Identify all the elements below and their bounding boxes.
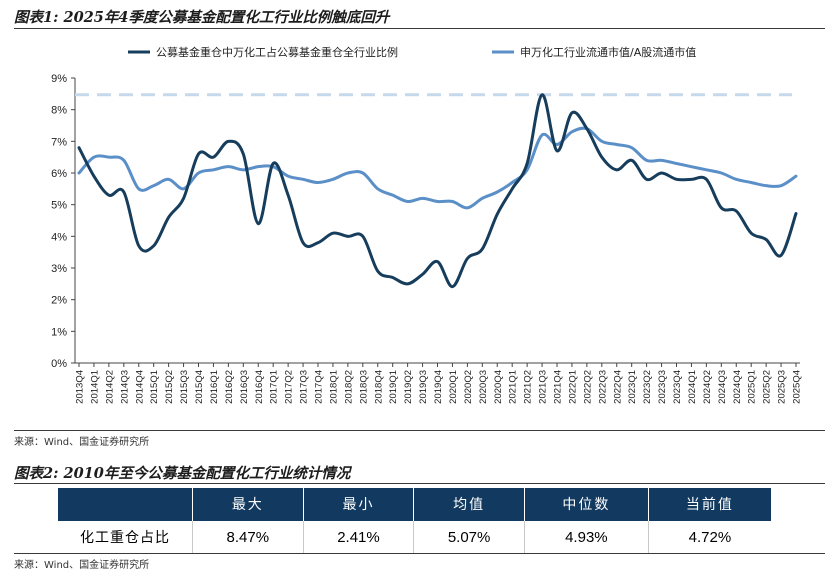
x-tick-label: 2019Q1 [388,370,399,404]
y-tick-label: 7% [51,136,67,148]
x-tick-label: 2020Q4 [493,370,504,404]
stats-header-cell: 最小 [302,488,414,521]
stats-current-value: 4.72% [647,520,771,554]
y-tick-label: 9% [51,73,67,85]
x-tick-label: 2018Q2 [343,370,354,404]
x-tick-label: 2024Q2 [702,370,713,404]
x-tick-label: 2017Q3 [299,370,310,404]
x-tick-label: 2022Q1 [567,370,578,404]
line-chart: 公募基金重仓中万化工占公募基金重仓全行业比例 申万化工行业流通市值/A股流通市值 … [51,45,802,404]
x-tick-label: 2019Q3 [418,370,429,404]
chart-legend: 公募基金重仓中万化工占公募基金重仓全行业比例 申万化工行业流通市值/A股流通市值 [128,45,696,59]
figure2-source-rule [14,553,825,554]
chart-axes: 0% 1% 2% 3% 4% 5% 6% 7% 8% 9% 2013Q4 2014Q1 2014Q2 20… [51,73,802,404]
stats-row-label: 化工重仓占比 [58,520,193,554]
x-tick-label: 2023Q1 [627,370,638,404]
legend-label: 申万化工行业流通市值/A股流通市值 [520,45,696,59]
series-market-cap-line [77,126,798,210]
x-tick-label: 2025Q4 [792,370,803,404]
figure1-source: 来源：Wind、国金证券研究所 [14,437,150,448]
figure2-title-rule [14,483,825,484]
x-tick-label: 2023Q4 [672,370,683,404]
x-tick-label: 2015Q3 [179,370,190,404]
x-tick-label: 2021Q2 [523,370,534,404]
x-tick-label: 2023Q2 [642,370,653,404]
y-tick-label: 1% [51,326,67,338]
x-tick-label: 2016Q2 [224,370,235,404]
x-tick-label: 2021Q1 [508,370,519,404]
stats-table: 最大 最小 均值 中位数 当前值 化工重仓占比 8.47% 2.41% 5.07… [58,488,771,554]
series-heavy-weight-line [77,93,798,289]
figure1-title: 图表1: 2025年4季度公募基金配置化工行业比例触底回升 [14,9,390,26]
stats-median-value: 4.93% [523,520,649,554]
stats-header-cell: 中位数 [523,488,649,521]
x-tick-label: 2015Q1 [149,370,160,404]
x-tick-label: 2017Q2 [284,370,295,404]
legend-label: 公募基金重仓中万化工占公募基金重仓全行业比例 [156,45,398,59]
x-tick-label: 2018Q3 [358,370,369,404]
y-tick-label: 6% [51,168,67,180]
x-tick-label: 2020Q3 [478,370,489,404]
x-tick-label: 2021Q4 [553,370,564,404]
stats-min-value: 2.41% [302,520,414,554]
stats-mean-value: 5.07% [413,520,525,554]
x-tick-label: 2016Q4 [254,370,265,404]
figure1-source-rule [14,430,825,431]
x-tick-label: 2015Q2 [164,370,175,404]
x-tick-label: 2017Q4 [314,370,325,404]
figure1-title-rule [14,28,825,29]
x-tick-label: 2018Q4 [373,370,384,404]
stats-data-row: 化工重仓占比 8.47% 2.41% 5.07% 4.93% 4.72% [58,520,771,554]
figure2-title: 图表2: 2010年至今公募基金配置化工行业统计情况 [14,465,351,482]
x-tick-label: 2018Q1 [328,370,339,404]
x-tick-label: 2025Q2 [762,370,773,404]
y-tick-label: 4% [51,231,67,243]
x-tick-label: 2021Q3 [538,370,549,404]
x-tick-label: 2022Q4 [612,370,623,404]
x-tick-label: 2022Q2 [582,370,593,404]
stats-header-cell: 当前值 [647,488,771,521]
y-tick-label: 5% [51,200,67,212]
x-tick-label: 2022Q3 [597,370,608,404]
stats-header-cell: 最大 [192,488,304,521]
x-tick-label: 2014Q4 [134,370,145,404]
x-tick-label: 2013Q4 [75,370,86,404]
x-tick-label: 2014Q3 [119,370,130,404]
stats-header-row: 最大 最小 均值 中位数 当前值 [58,488,771,521]
y-tick-label: 0% [51,358,67,370]
x-tick-label: 2017Q1 [269,370,280,404]
x-tick-label: 2015Q4 [194,370,205,404]
x-tick-label: 2016Q3 [239,370,250,404]
x-tick-label: 2019Q4 [433,370,444,404]
x-tick-label: 2020Q1 [448,370,459,404]
x-tick-label: 2019Q2 [403,370,414,404]
stats-max-value: 8.47% [192,520,304,554]
y-tick-label: 8% [51,105,67,117]
chart-plot [75,93,798,289]
x-tick-label: 2024Q3 [717,370,728,404]
figure2-source: 来源：Wind、国金证券研究所 [14,560,150,571]
y-tick-label: 2% [51,295,67,307]
x-tick-label: 2016Q1 [209,370,220,404]
x-tick-label: 2023Q3 [657,370,668,404]
x-tick-label: 2025Q3 [777,370,788,404]
stats-header-cell [58,488,193,521]
x-tick-label: 2024Q4 [732,370,743,404]
x-tick-label: 2020Q2 [463,370,474,404]
stats-header-cell: 均值 [413,488,525,521]
x-tick-label: 2014Q2 [104,370,115,404]
x-tick-label: 2014Q1 [89,370,100,404]
x-tick-label: 2024Q1 [687,370,698,404]
y-tick-label: 3% [51,263,67,275]
x-tick-label: 2025Q1 [747,370,758,404]
